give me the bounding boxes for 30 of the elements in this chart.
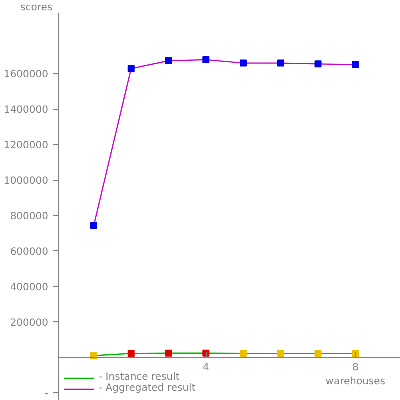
legend-label: - Aggregated result xyxy=(99,383,196,394)
point xyxy=(240,60,248,67)
point xyxy=(314,350,322,358)
y-tick-label: 200000 xyxy=(10,318,49,329)
point xyxy=(314,60,322,68)
y-tick-label: 800000 xyxy=(10,212,49,223)
y-tick-label: - xyxy=(44,388,49,400)
point xyxy=(277,60,284,67)
point xyxy=(202,350,210,357)
y-tick-label: 1600000 xyxy=(4,70,49,81)
x-axis-title: warehouses xyxy=(326,376,386,388)
y-tick-label: 600000 xyxy=(10,246,49,258)
point xyxy=(240,350,248,358)
y-tick-label: 1400000 xyxy=(4,105,49,116)
y-tick-label: 1000000 xyxy=(4,176,49,188)
point xyxy=(352,350,360,358)
point xyxy=(165,57,172,64)
point xyxy=(90,222,98,230)
point xyxy=(128,350,135,358)
point xyxy=(128,65,135,72)
y-tick-label: 1200000 xyxy=(4,140,49,152)
y-axis-title: scores xyxy=(20,2,53,14)
point xyxy=(165,350,172,357)
point xyxy=(352,61,360,68)
y-tick-label: 400000 xyxy=(10,282,49,294)
x-tick-label: 4 xyxy=(202,362,210,374)
x-tick-label: 8 xyxy=(352,362,359,374)
point xyxy=(277,350,284,358)
legend-label: - Instance result xyxy=(99,372,180,383)
point xyxy=(202,56,210,64)
